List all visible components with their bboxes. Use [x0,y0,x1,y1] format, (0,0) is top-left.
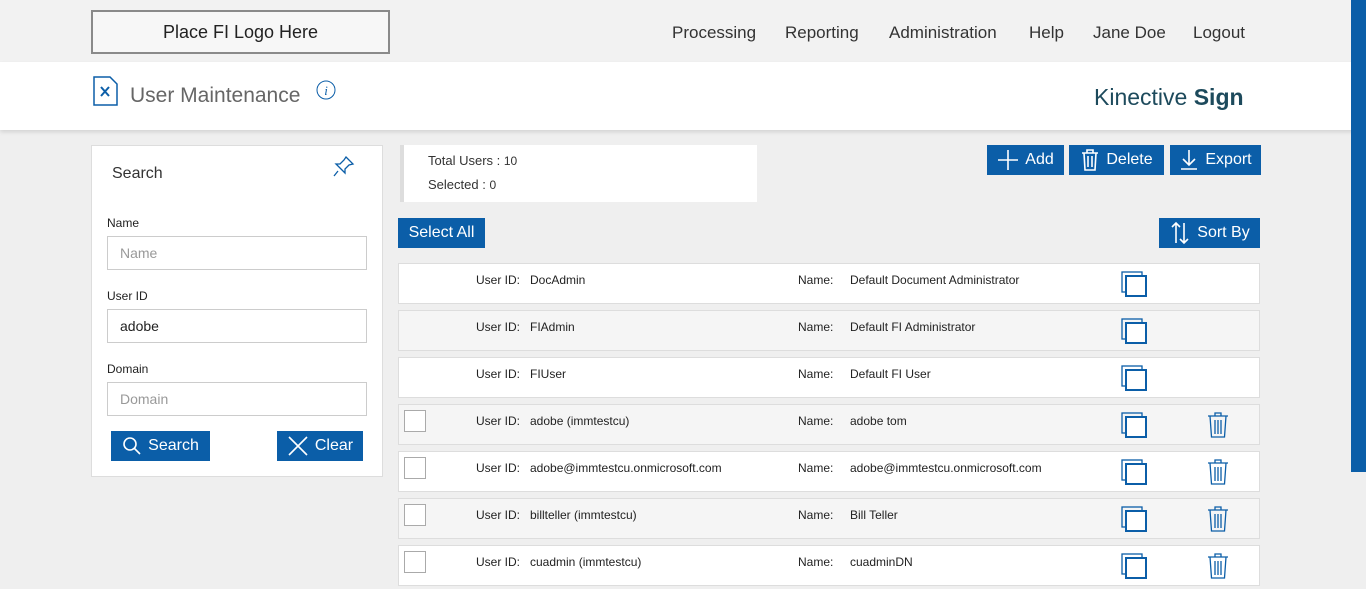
button-label: Add [1025,151,1054,168]
page-icon [93,76,118,106]
name-label: Name: [798,320,834,334]
nav-link[interactable]: Processing [672,23,757,42]
selected-value: 0 [489,178,497,192]
user-row[interactable]: User ID: billteller (immtestcu) Name: Bill … [398,498,1260,539]
name-label: Name: [798,367,834,381]
total-value: 10 [503,154,518,168]
user-row[interactable]: User ID: DocAdmin Name: Default Document Ad… [398,263,1260,304]
panel-title: Search [112,165,163,182]
user-id: adobe (immtestcu) [530,414,630,428]
row-checkbox[interactable] [404,457,426,479]
brand-text: Kinective [1094,84,1188,110]
name-label: Name: [798,555,834,569]
row-checkbox[interactable] [404,551,426,573]
field-label: Name [107,216,140,230]
user-name: adobe tom [850,414,907,428]
select-all-button[interactable]: Select All [398,218,485,248]
total-label: Total Users : [428,153,501,168]
delete-icon[interactable] [1207,412,1229,441]
user-row[interactable]: User ID: adobe@immtestcu.onmicrosoft.com N… [398,451,1260,492]
user-name: Default Document Administrator [850,273,1020,287]
user-row[interactable]: User ID: cuadmin (immtestcu) Name: cuadminD… [398,545,1260,586]
delete-icon[interactable] [1207,459,1229,488]
field-label: User ID [107,289,148,303]
name-label: Name: [798,461,834,475]
delete-icon[interactable] [1207,506,1229,535]
selected-users: Selected : 0 [428,177,496,192]
brand: Kinective Sign [1094,84,1244,111]
user-id-label: User ID: [476,461,521,475]
name-input[interactable]: Name [107,236,367,270]
user-row[interactable]: User ID: FIAdmin Name: Default FI Administr… [398,310,1260,351]
total-users: Total Users : 10 [428,153,517,168]
title-band [0,62,1366,130]
name-label: Name: [798,273,834,287]
copy-icon[interactable] [1121,459,1149,490]
copy-icon[interactable] [1121,365,1149,396]
sort-button[interactable]: Sort By [1159,218,1260,248]
user-id: FIUser [530,367,566,381]
button-label: Delete [1106,151,1153,168]
user-id: FIAdmin [530,320,575,334]
nav-link[interactable]: Reporting [785,23,859,42]
user-row[interactable]: User ID: adobe (immtestcu) Name: adobe tom [398,404,1260,445]
pin-icon[interactable] [332,154,356,178]
button-label: Sort By [1197,224,1250,241]
copy-icon[interactable] [1121,412,1149,443]
button-label: Clear [314,437,354,454]
name-label: Name: [798,508,834,522]
copy-icon[interactable] [1121,271,1149,302]
search-button[interactable]: Search [111,431,210,461]
button-label: Export [1205,151,1252,168]
user-name: Default FI Administrator [850,320,976,334]
copy-icon[interactable] [1121,318,1149,349]
nav-link[interactable]: Help [1029,23,1064,42]
user-id-label: User ID: [476,273,521,287]
domain-input[interactable]: Domain [107,382,367,416]
brand-bold: Sign [1193,84,1244,110]
user-name: cuadminDN [850,555,913,569]
user-id: DocAdmin [530,273,586,287]
row-checkbox[interactable] [404,410,426,432]
user-id-label: User ID: [476,555,521,569]
scrollbar[interactable] [1351,0,1366,472]
svg-text:i: i [324,83,328,98]
page-title: User Maintenance [130,84,301,107]
delete-icon[interactable] [1207,553,1229,582]
user-row[interactable]: User ID: FIUser Name: Default FI User [398,357,1260,398]
user-name: Default FI User [850,367,931,381]
user-id-label: User ID: [476,508,521,522]
logo: Place FI Logo Here [91,10,390,54]
user-id: adobe@immtestcu.onmicrosoft.com [530,461,722,475]
nav-link[interactable]: Jane Doe [1093,23,1166,42]
user-name: adobe@immtestcu.onmicrosoft.com [850,461,1042,475]
add-button[interactable]: Add [987,145,1064,175]
selected-label: Selected : [428,177,486,192]
info-icon[interactable]: i [316,80,336,100]
nav-link[interactable]: Logout [1193,23,1245,42]
button-label: Search [148,437,199,454]
name-label: Name: [798,414,834,428]
row-checkbox[interactable] [404,504,426,526]
export-button[interactable]: Export [1170,145,1261,175]
user-name: Bill Teller [850,508,898,522]
user-id: billteller (immtestcu) [530,508,637,522]
field-label: Domain [107,362,149,376]
copy-icon[interactable] [1121,506,1149,537]
user-id-label: User ID: [476,320,521,334]
delete-button[interactable]: Delete [1069,145,1164,175]
clear-button[interactable]: Clear [277,431,363,461]
user-id: cuadmin (immtestcu) [530,555,642,569]
user-id-label: User ID: [476,414,521,428]
user-id-label: User ID: [476,367,521,381]
userid-input[interactable]: adobe [107,309,367,343]
summary-box: Total Users : 10 Selected : 0 [400,145,757,202]
search-panel: Search Name Name User ID adobe Domain Do… [91,145,383,477]
nav-link[interactable]: Administration [889,23,997,42]
copy-icon[interactable] [1121,553,1149,584]
